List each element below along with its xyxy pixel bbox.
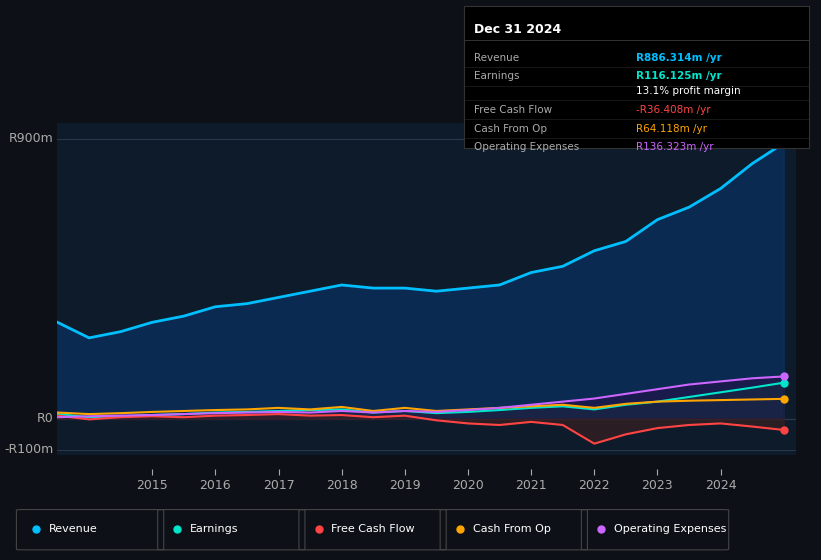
Text: R136.323m /yr: R136.323m /yr	[636, 142, 714, 152]
Text: R886.314m /yr: R886.314m /yr	[636, 53, 722, 63]
Text: Cash From Op: Cash From Op	[475, 124, 548, 134]
Text: -R36.408m /yr: -R36.408m /yr	[636, 105, 711, 115]
Text: Free Cash Flow: Free Cash Flow	[332, 524, 415, 534]
Text: Revenue: Revenue	[475, 53, 520, 63]
Text: Dec 31 2024: Dec 31 2024	[475, 23, 562, 36]
Text: Free Cash Flow: Free Cash Flow	[475, 105, 553, 115]
Text: Operating Expenses: Operating Expenses	[614, 524, 727, 534]
Text: Revenue: Revenue	[49, 524, 98, 534]
Text: Earnings: Earnings	[190, 524, 239, 534]
Text: 13.1% profit margin: 13.1% profit margin	[636, 86, 741, 96]
Text: Cash From Op: Cash From Op	[473, 524, 551, 534]
Text: R0: R0	[37, 412, 54, 425]
Text: Earnings: Earnings	[475, 71, 520, 81]
Text: Operating Expenses: Operating Expenses	[475, 142, 580, 152]
Text: R900m: R900m	[9, 132, 54, 145]
Text: R116.125m /yr: R116.125m /yr	[636, 71, 722, 81]
Text: -R100m: -R100m	[5, 444, 54, 456]
Text: R64.118m /yr: R64.118m /yr	[636, 124, 707, 134]
